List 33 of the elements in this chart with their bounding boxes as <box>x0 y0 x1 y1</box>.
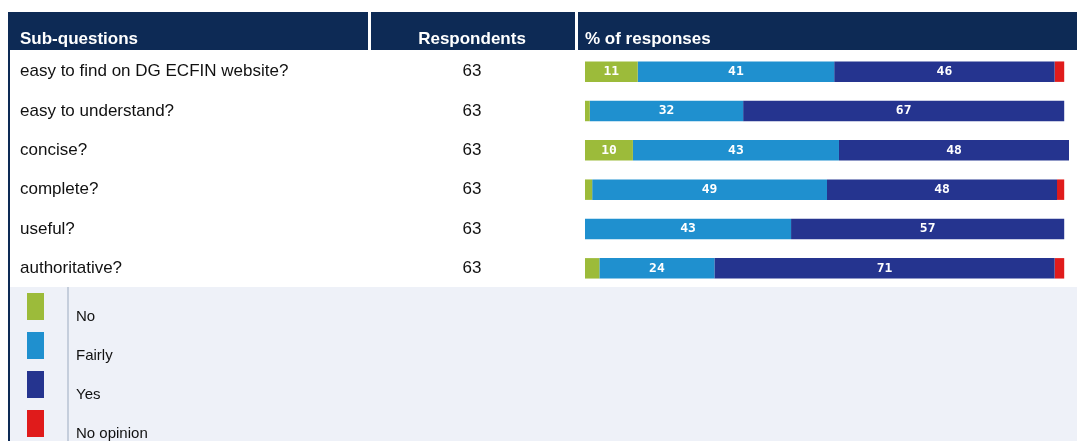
data-label: 43 <box>728 141 744 157</box>
legend-label: Fairly <box>76 346 113 363</box>
y-tick-label: easy to find on DG ECFIN website? <box>20 61 289 81</box>
data-label: 41 <box>728 63 744 79</box>
y-tick-label: easy to understand? <box>20 100 175 120</box>
data-label: 43 <box>680 220 696 236</box>
data-label: 67 <box>895 102 912 118</box>
data-label: 10 <box>601 141 617 157</box>
text: 63 <box>462 61 482 81</box>
text: Respondents <box>418 28 526 48</box>
text: 63 <box>462 218 482 238</box>
legend-label: No opinion <box>76 424 148 441</box>
legend-label: No <box>76 307 96 324</box>
y-tick-label: authoritative? <box>20 258 123 278</box>
y-axis-title: Sub-questions <box>20 28 139 48</box>
data-label: 49 <box>701 181 718 197</box>
y-tick-label: concise? <box>20 140 88 160</box>
text: 63 <box>462 100 482 120</box>
legend-label: Yes <box>76 385 101 402</box>
text: 63 <box>462 179 482 199</box>
data-label: 32 <box>658 102 675 118</box>
data-label: 46 <box>936 63 953 79</box>
text: 63 <box>462 258 482 278</box>
data-label: 48 <box>934 181 951 197</box>
data-label: 24 <box>649 259 665 275</box>
data-label: 71 <box>876 259 893 275</box>
data-label: 48 <box>946 141 962 157</box>
data-label: 11 <box>603 63 620 79</box>
x-axis-title: % of responses <box>585 28 711 48</box>
text: 63 <box>462 140 482 160</box>
y-tick-label: useful? <box>20 218 75 238</box>
data-label: 57 <box>919 220 936 236</box>
y-tick-label: complete? <box>20 179 99 199</box>
